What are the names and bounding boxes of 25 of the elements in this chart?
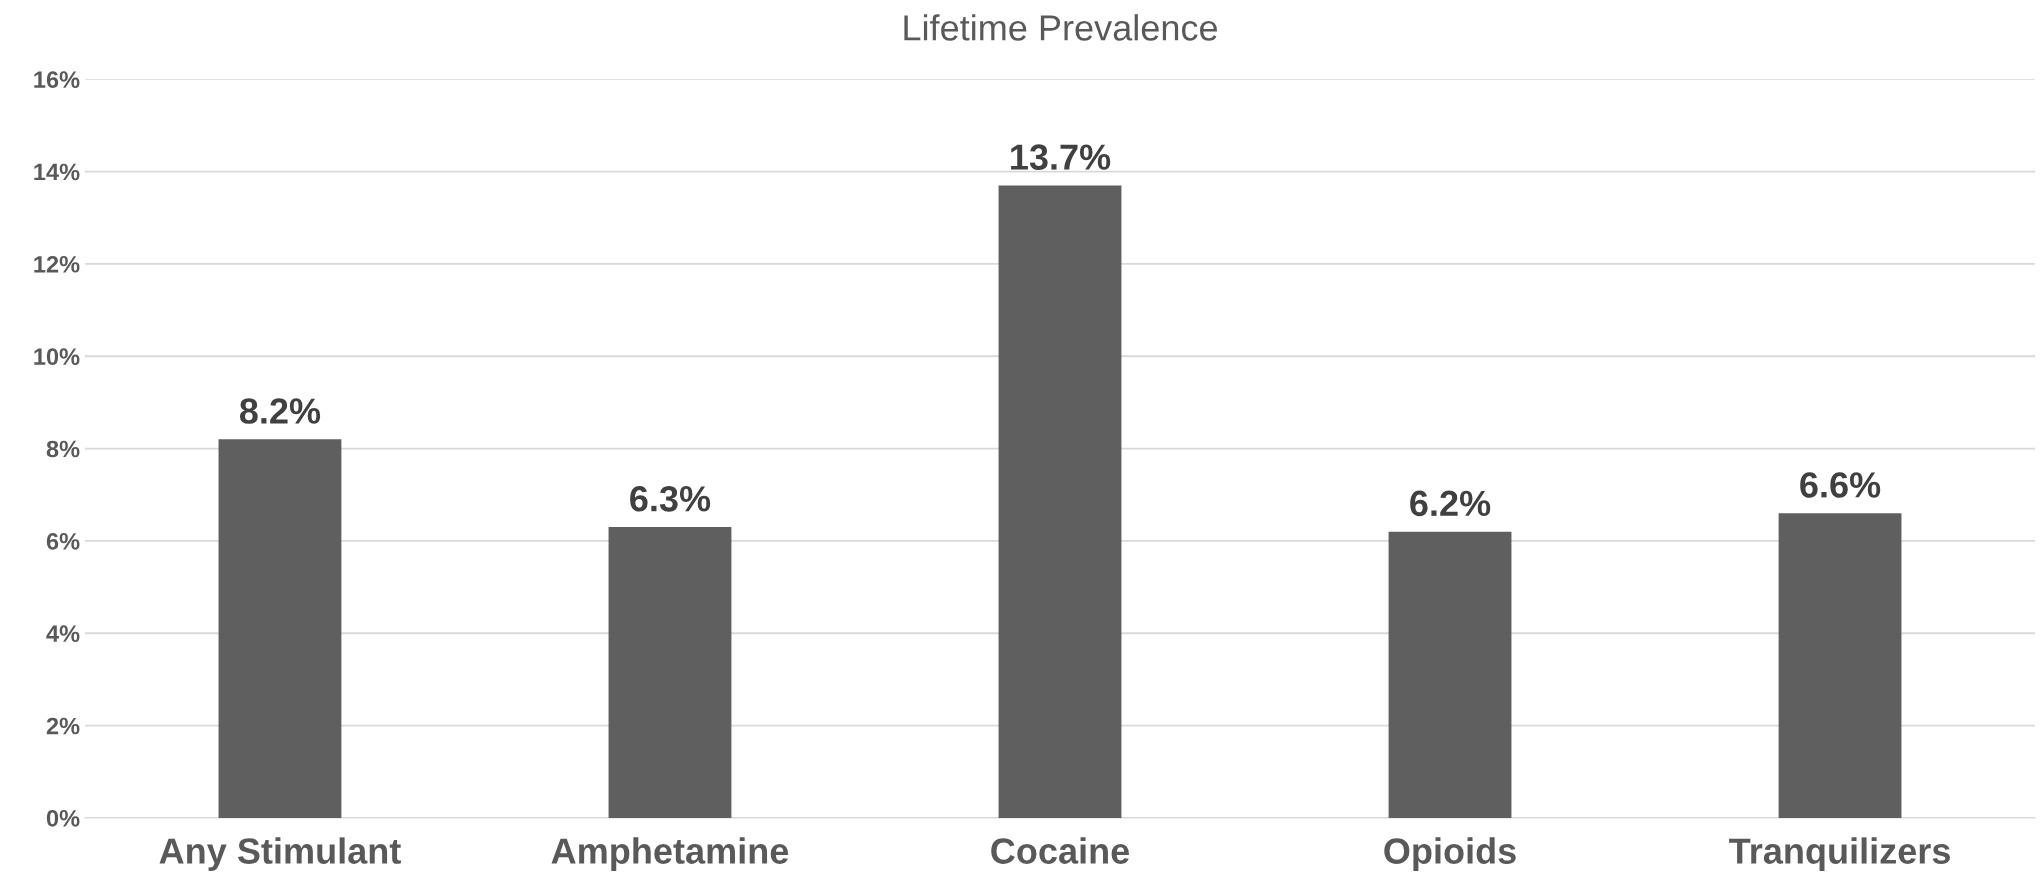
y-tick-label: 6% [46, 532, 80, 550]
bar [1778, 513, 1902, 818]
y-tick-label: 2% [46, 717, 80, 735]
y-tick-label: 10% [34, 348, 80, 366]
data-label: 8.2% [239, 398, 321, 424]
y-tick-label: 12% [34, 255, 80, 273]
bar [998, 185, 1122, 818]
x-tick-label: Opioids [1384, 837, 1516, 872]
data-label: 6.6% [1800, 472, 1881, 498]
x-tick-label: Amphetamine [551, 837, 789, 872]
x-tick-label: Tranquilizers [1729, 837, 1950, 872]
bar [1388, 531, 1512, 818]
y-tick-label: 16% [34, 71, 80, 88]
chart-title: Lifetime Prevalence [904, 14, 1217, 41]
x-tick-label: Any Stimulant [159, 837, 401, 872]
data-label: 13.7% [1011, 144, 1111, 170]
y-tick-label: 0% [46, 809, 80, 827]
bar [218, 439, 342, 818]
y-tick-label: 14% [34, 163, 80, 181]
data-label: 6.2% [1410, 490, 1491, 517]
data-label: 6.3% [630, 486, 711, 512]
x-tick-label: Cocaine [991, 837, 1130, 864]
y-tick-label: 4% [46, 625, 80, 642]
y-tick-label: 8% [46, 440, 80, 458]
bar [608, 527, 732, 818]
